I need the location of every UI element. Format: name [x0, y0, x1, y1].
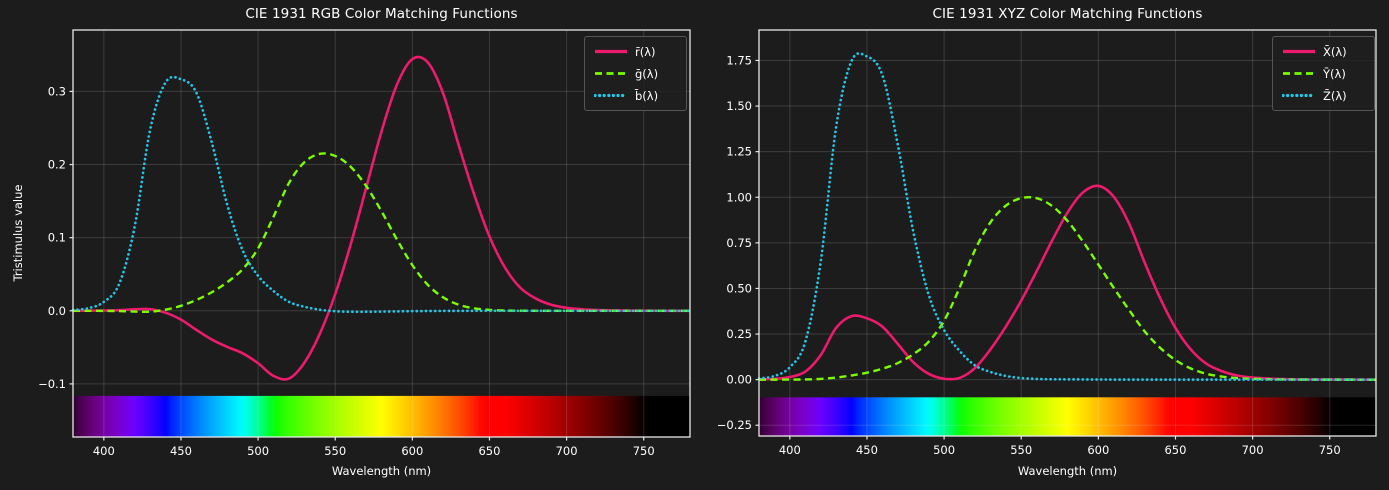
y-tick-label: 0.25 — [726, 327, 752, 341]
x-tick-label: 550 — [1010, 443, 1032, 457]
x-tick-label: 400 — [779, 443, 801, 457]
rgb-legend: r̄(λ) ḡ(λ) b̄(λ) — [584, 36, 687, 111]
xyz-series-zbar — [757, 52, 1378, 381]
y-tick-label: −0.1 — [38, 377, 66, 391]
y-tick-label: 1.00 — [726, 190, 752, 204]
x-tick-label: 500 — [247, 444, 269, 458]
xyz-legend: X̄(λ) Ȳ(λ) Z̄(λ) — [1272, 36, 1375, 111]
x-tick-label: 650 — [478, 444, 500, 458]
xyz-axes-frame — [758, 29, 1377, 437]
legend-item-ybar: Ȳ(λ) — [1282, 64, 1365, 83]
y-tick-label: 1.75 — [726, 53, 752, 67]
x-tick-label: 550 — [324, 444, 346, 458]
rgb-x-axis-label: Wavelength (nm) — [331, 464, 432, 478]
y-tick-label: 1.25 — [726, 145, 752, 159]
xyz-spectrum-band — [759, 397, 1376, 436]
x-tick-label: 600 — [1087, 443, 1109, 457]
x-tick-label: 750 — [633, 444, 655, 458]
legend-item-label: b̄(λ) — [635, 88, 659, 103]
legend-line-sample-icon — [594, 93, 628, 98]
rgb-series-bbar — [71, 75, 692, 314]
y-tick-label: 0.1 — [48, 231, 66, 245]
x-tick-label: 600 — [401, 444, 423, 458]
legend-item-xbar: X̄(λ) — [1282, 42, 1365, 61]
y-tick-label: 0.75 — [726, 236, 752, 250]
rgb-series-rbar — [72, 55, 691, 381]
x-tick-label: 400 — [93, 444, 115, 458]
x-tick-label: 450 — [856, 443, 878, 457]
y-tick-label: −0.25 — [717, 418, 752, 432]
legend-item-label: Ȳ(λ) — [1323, 66, 1346, 81]
legend-item-label: ḡ(λ) — [635, 66, 659, 81]
legend-line-sample-icon — [1283, 72, 1315, 75]
y-tick-label: 0.0 — [48, 304, 66, 318]
x-tick-label: 700 — [1242, 443, 1264, 457]
legend-item-label: X̄(λ) — [1323, 44, 1347, 59]
legend-item-gbar: ḡ(λ) — [594, 64, 677, 83]
legend-item-bbar: b̄(λ) — [594, 86, 677, 105]
legend-item-rbar: r̄(λ) — [594, 42, 677, 61]
legend-line-sample-icon — [1283, 49, 1315, 54]
xyz-series-xbar — [758, 184, 1377, 381]
legend-item-label: r̄(λ) — [635, 44, 656, 59]
legend-line-sample-icon — [1282, 93, 1316, 98]
legend-line-sample-icon — [595, 49, 627, 54]
legend-item-zbar: Z̄(λ) — [1282, 86, 1365, 105]
rgb-plot-area: 400 450 500 550 600 650 700 750 −0.1 0.0 0.1 0.2 0.3 — [38, 29, 692, 458]
legend-line-sample-icon — [595, 72, 627, 75]
legend-item-label: Z̄(λ) — [1323, 88, 1347, 103]
x-tick-label: 750 — [1319, 443, 1341, 457]
rgb-series-gbar — [72, 152, 690, 314]
y-tick-label: 0.00 — [726, 373, 752, 387]
y-tick-label: 0.50 — [726, 281, 752, 295]
y-tick-label: 0.2 — [48, 158, 66, 172]
x-tick-label: 700 — [556, 444, 578, 458]
y-tick-label: 1.50 — [726, 99, 752, 113]
rgb-chart-title: CIE 1931 RGB Color Matching Functions — [245, 6, 518, 22]
xyz-plot-area: 400 450 500 550 600 650 700 750 −0.25 0.00 0.25 0.5… — [717, 29, 1378, 457]
y-axis-label: Tristimulus value — [11, 184, 25, 282]
x-tick-label: 650 — [1164, 443, 1186, 457]
rgb-spectrum-band — [73, 395, 690, 437]
rgb-axes-frame — [72, 29, 691, 438]
y-tick-label: 0.3 — [48, 84, 66, 98]
x-tick-label: 500 — [933, 443, 955, 457]
xyz-chart-title: CIE 1931 XYZ Color Matching Functions — [932, 6, 1203, 22]
x-tick-label: 450 — [170, 444, 192, 458]
xyz-x-axis-label: Wavelength (nm) — [1017, 464, 1118, 478]
